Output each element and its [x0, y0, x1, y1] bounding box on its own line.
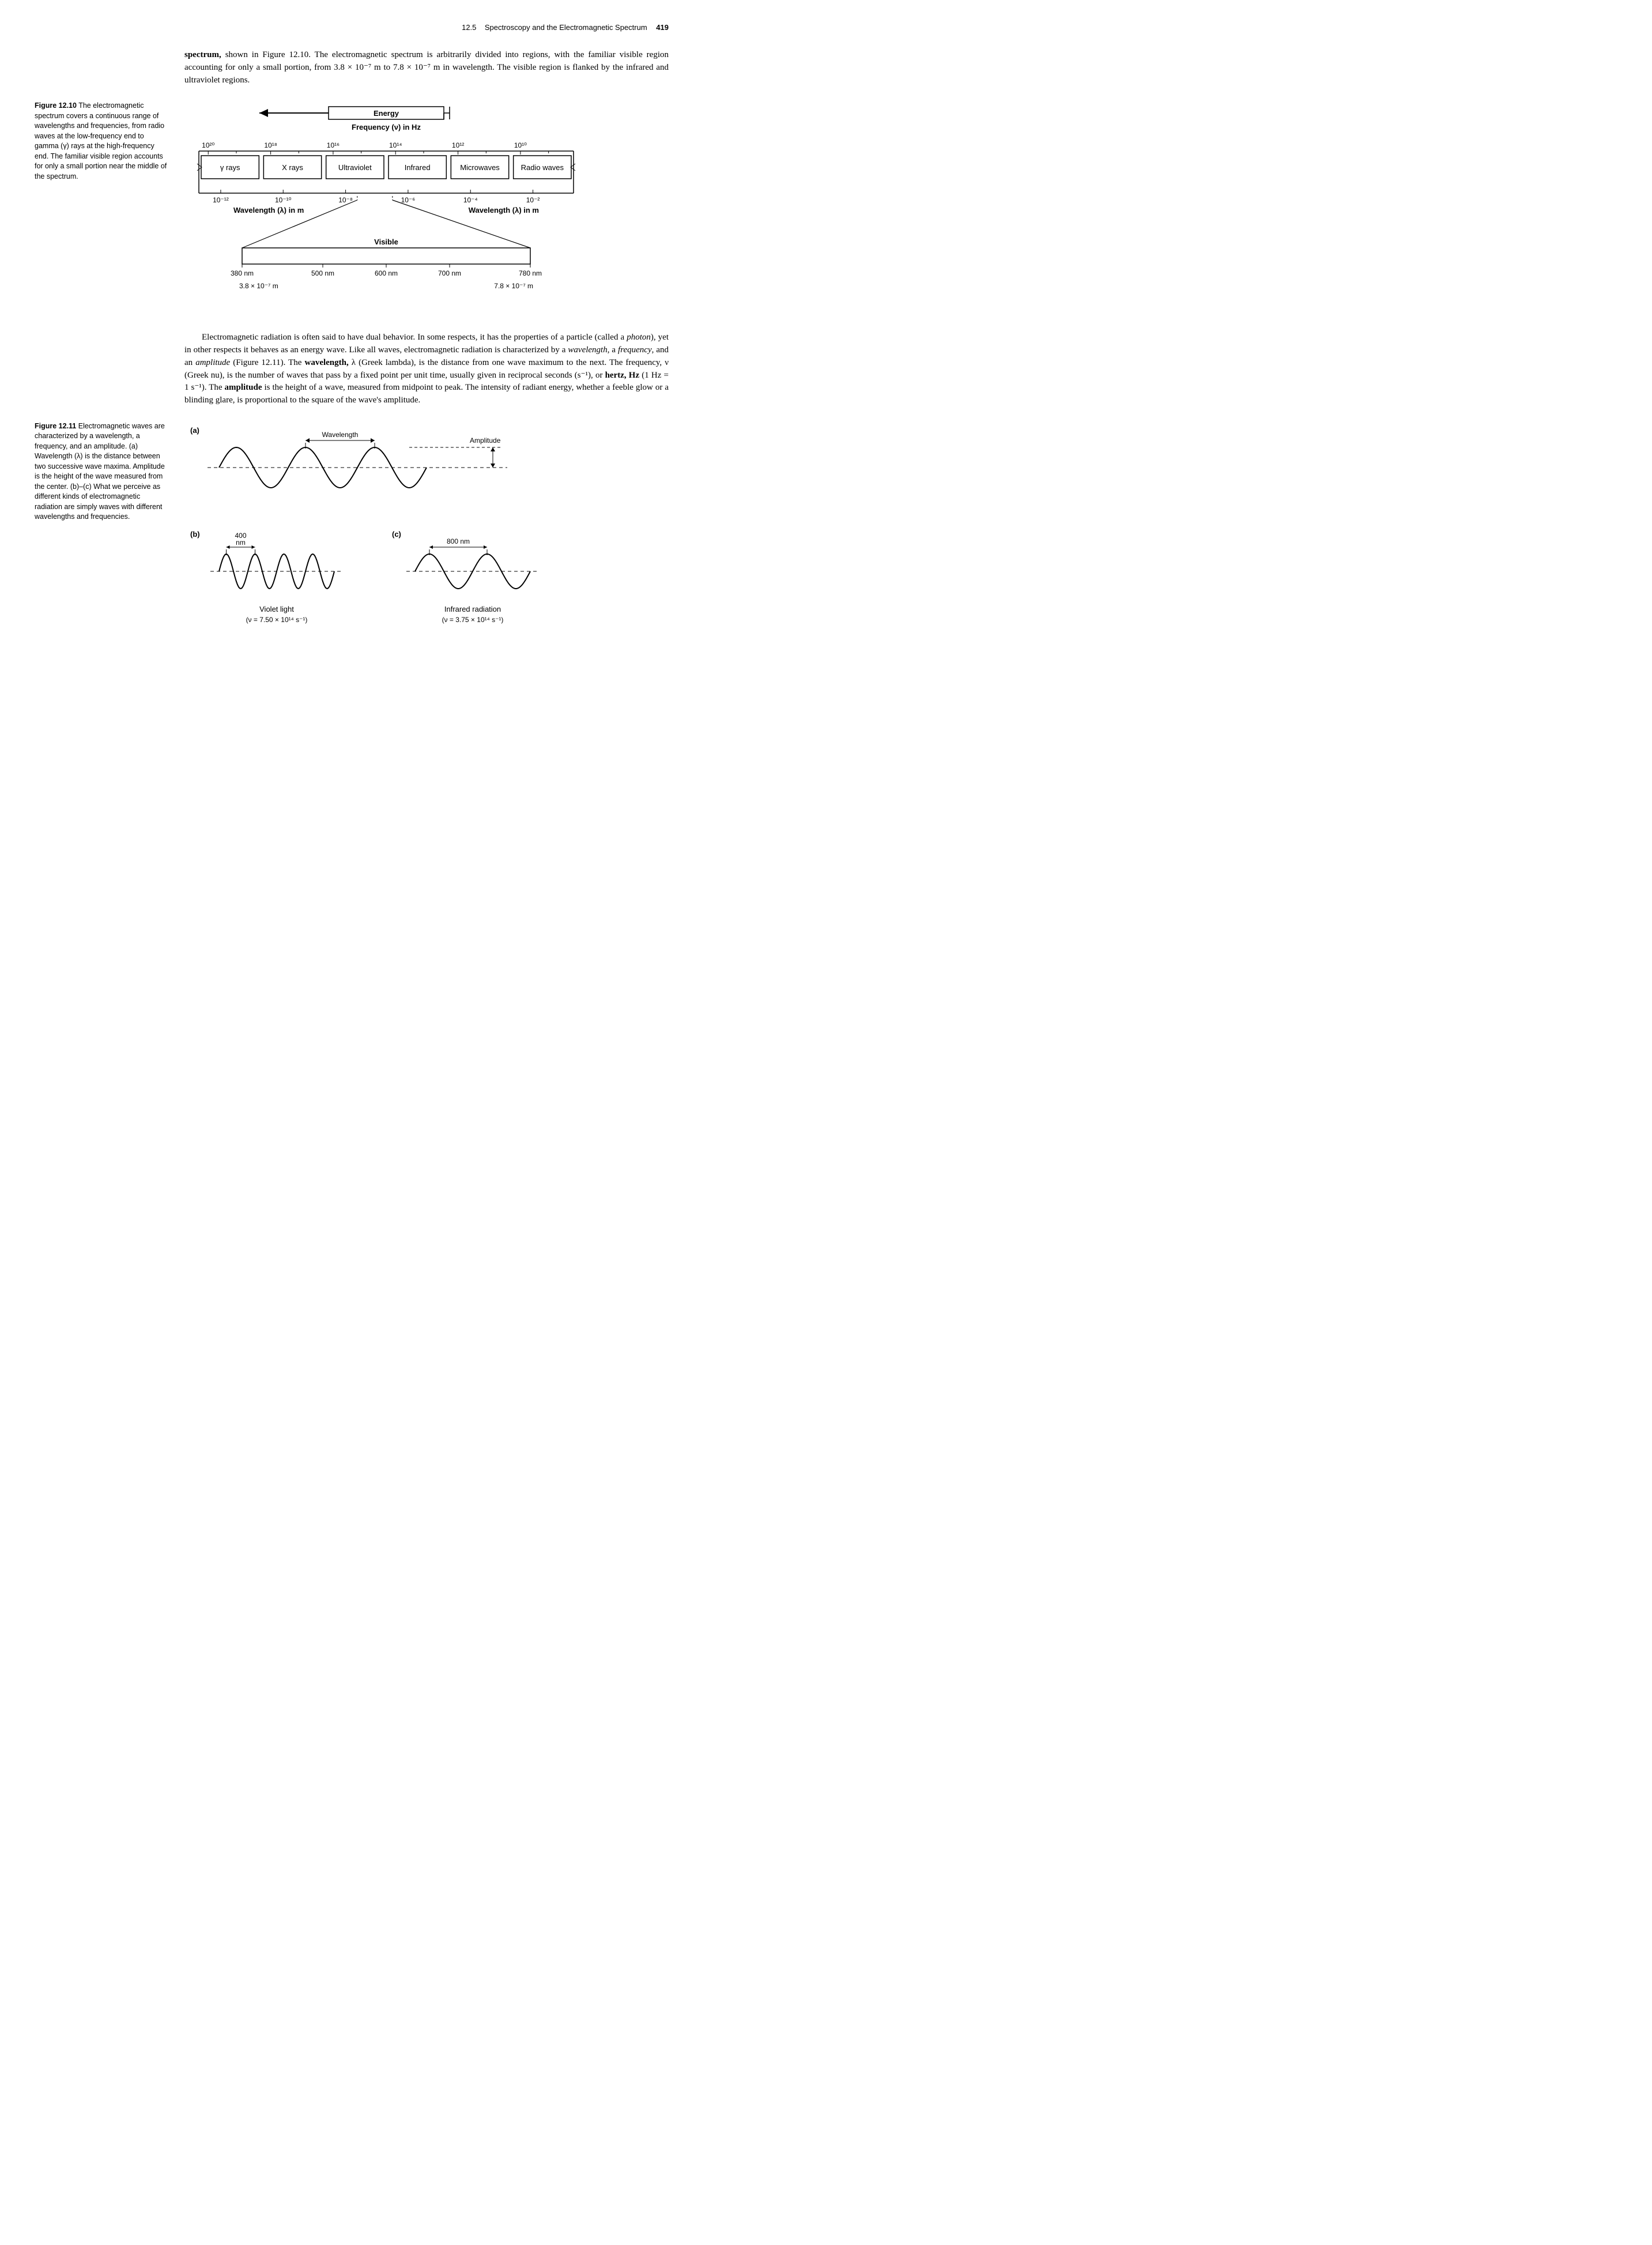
svg-text:10⁻¹⁰: 10⁻¹⁰: [275, 196, 292, 204]
svg-text:(c): (c): [392, 530, 401, 538]
svg-text:780 nm: 780 nm: [519, 269, 542, 277]
svg-text:380 nm: 380 nm: [231, 269, 254, 277]
svg-text:Radio waves: Radio waves: [521, 163, 564, 172]
svg-text:800 nm: 800 nm: [447, 537, 470, 545]
figure-caption-text: Electromagnetic waves are characterized …: [35, 422, 165, 521]
figure-number: Figure 12.10: [35, 101, 77, 110]
svg-text:X rays: X rays: [282, 163, 303, 172]
svg-text:10¹⁸: 10¹⁸: [264, 141, 277, 149]
figure-caption-1210: Figure 12.10 The electromagnetic spectru…: [35, 101, 167, 182]
svg-text:Wavelength: Wavelength: [322, 431, 359, 439]
svg-text:10¹²: 10¹²: [452, 141, 464, 149]
section-title: Spectroscopy and the Electromagnetic Spe…: [485, 23, 647, 32]
svg-text:10¹⁰: 10¹⁰: [514, 141, 527, 149]
svg-text:700 nm: 700 nm: [438, 269, 461, 277]
body-paragraph-1: spectrum, shown in Figure 12.10. The ele…: [184, 49, 669, 86]
em-spectrum-diagram: Energy Frequency (ν) in Hz 10²⁰ 10¹⁸ 10¹⁶ 10¹…: [184, 101, 588, 308]
svg-text:7.8 × 10⁻⁷ m: 7.8 × 10⁻⁷ m: [494, 282, 533, 290]
svg-text:500 nm: 500 nm: [311, 269, 334, 277]
section-number: 12.5: [462, 23, 476, 32]
page-number: 419: [656, 23, 669, 32]
page-header: 12.5 Spectroscopy and the Electromagneti…: [35, 23, 669, 32]
svg-text:Frequency (ν) in Hz: Frequency (ν) in Hz: [352, 123, 421, 131]
svg-text:Energy: Energy: [374, 109, 399, 118]
svg-text:Visible: Visible: [374, 238, 398, 246]
figure-caption-text: The electromagnetic spectrum covers a co…: [35, 101, 167, 180]
svg-text:Wavelength (λ) in m: Wavelength (λ) in m: [469, 206, 539, 214]
svg-text:Infrared radiation: Infrared radiation: [444, 605, 501, 613]
figure-caption-1211: Figure 12.11 Electromagnetic waves are c…: [35, 421, 167, 522]
figure-number: Figure 12.11: [35, 422, 76, 430]
wave-diagram: (a)WavelengthAmplitude(b)(c)400nmViolet …: [184, 421, 588, 664]
svg-text:10²⁰: 10²⁰: [202, 141, 214, 149]
svg-text:Wavelength (λ) in m: Wavelength (λ) in m: [233, 206, 304, 214]
svg-text:(a): (a): [190, 426, 199, 435]
svg-text:10⁻²: 10⁻²: [526, 196, 540, 204]
svg-text:600 nm: 600 nm: [375, 269, 398, 277]
svg-text:Infrared: Infrared: [405, 163, 431, 172]
svg-text:nm: nm: [236, 538, 246, 547]
svg-text:10⁻⁴: 10⁻⁴: [463, 196, 478, 204]
svg-text:10⁻⁶: 10⁻⁶: [401, 196, 416, 204]
svg-text:(ν = 3.75 × 10¹⁴ s⁻¹): (ν = 3.75 × 10¹⁴ s⁻¹): [442, 616, 504, 624]
svg-text:Amplitude: Amplitude: [470, 436, 501, 445]
svg-text:3.8 × 10⁻⁷ m: 3.8 × 10⁻⁷ m: [239, 282, 278, 290]
svg-text:10¹⁶: 10¹⁶: [327, 141, 340, 149]
svg-text:10⁻¹²: 10⁻¹²: [213, 196, 229, 204]
svg-text:γ rays: γ rays: [220, 163, 240, 172]
svg-text:Violet light: Violet light: [259, 605, 294, 613]
svg-text:(ν = 7.50 × 10¹⁴ s⁻¹): (ν = 7.50 × 10¹⁴ s⁻¹): [246, 616, 308, 624]
svg-text:(b): (b): [190, 530, 200, 538]
svg-text:10¹⁴: 10¹⁴: [389, 141, 402, 149]
svg-text:Microwaves: Microwaves: [460, 163, 500, 172]
body-paragraph-2: Electromagnetic radiation is often said …: [184, 332, 669, 407]
svg-text:Ultraviolet: Ultraviolet: [338, 163, 372, 172]
